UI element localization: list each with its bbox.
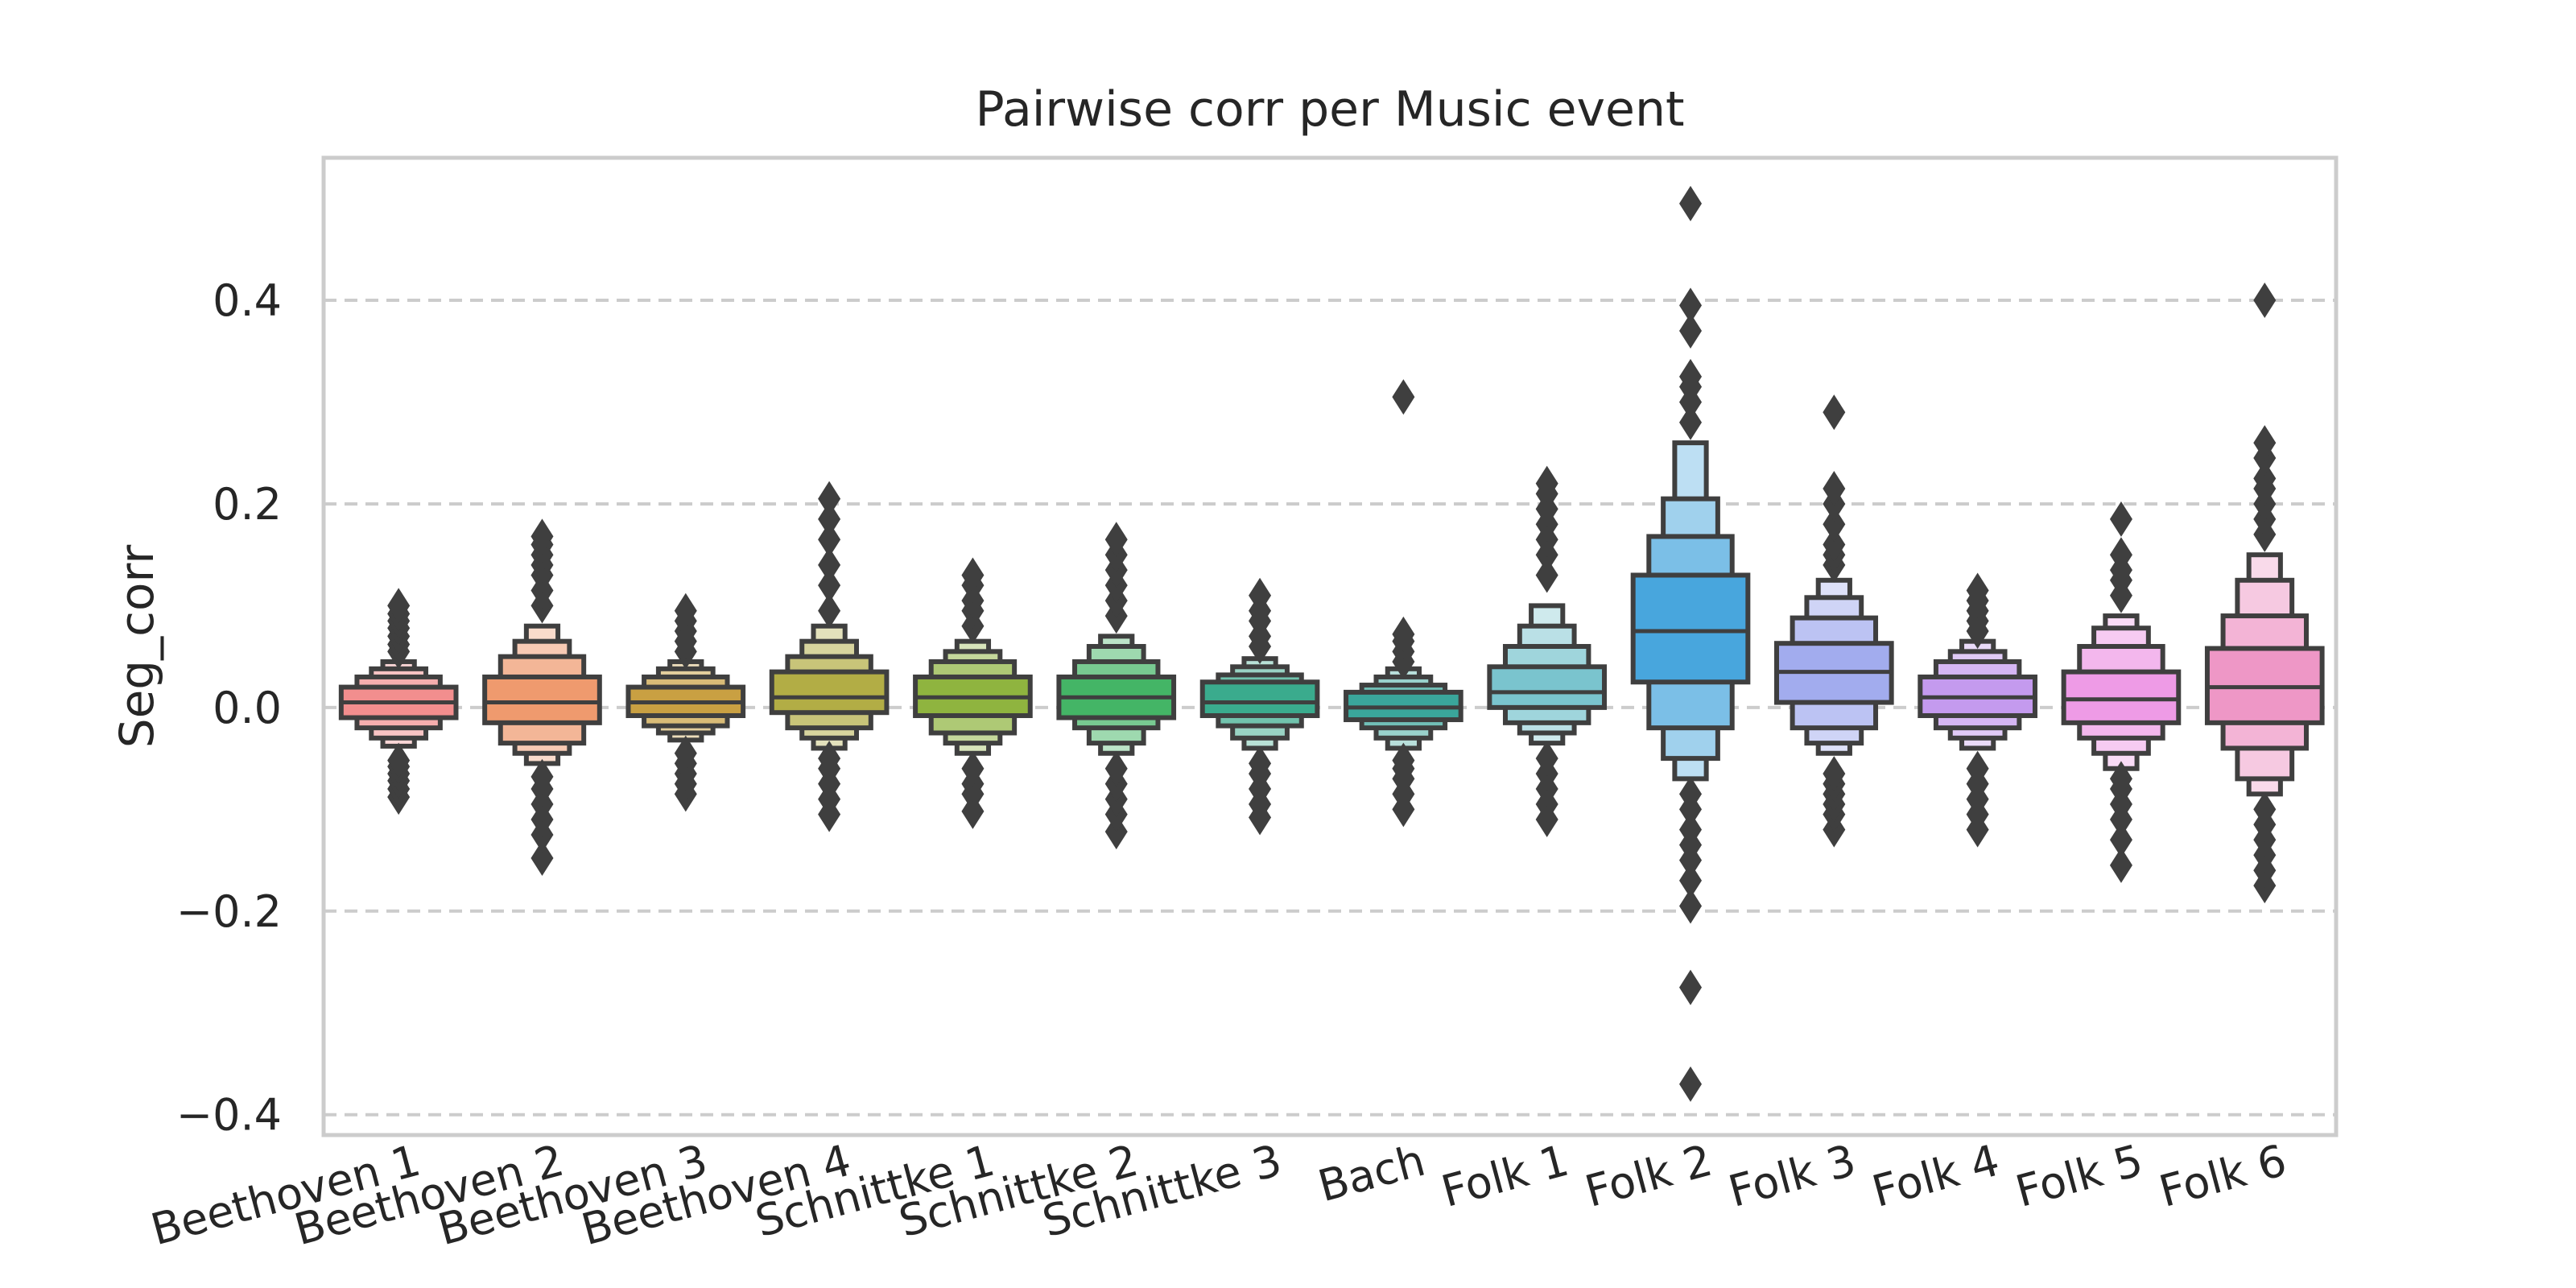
boxen-group	[1199, 577, 1320, 836]
outlier-point	[1392, 742, 1415, 778]
outlier-point	[818, 481, 841, 517]
boxen-group	[1773, 394, 1894, 848]
outlier-point	[530, 758, 554, 795]
x-tick-label: Folk 4	[1867, 1135, 2004, 1217]
x-tick-label: Folk 5	[2010, 1135, 2148, 1217]
boxen-group	[625, 592, 746, 812]
y-tick-labels: 0.4 0.2 0.0 −0.2 −0.4	[176, 275, 282, 1141]
outlier-point	[818, 568, 841, 604]
y-tick-label: 0.0	[213, 683, 282, 733]
outlier-point	[961, 557, 985, 593]
outlier-point	[2109, 537, 2132, 573]
outlier-point	[818, 592, 841, 629]
outlier-point	[387, 588, 411, 624]
boxen-group	[769, 481, 890, 832]
outlier-point	[1679, 888, 1703, 924]
outlier-point	[674, 592, 697, 629]
outlier-point	[961, 750, 985, 786]
outlier-point	[1535, 741, 1558, 777]
outlier-point	[2253, 283, 2277, 319]
outlier-point	[1823, 526, 1846, 563]
outlier-point	[1679, 969, 1703, 1005]
outlier-point	[1823, 506, 1846, 543]
outlier-point	[1249, 577, 1272, 613]
outlier-point	[818, 522, 841, 558]
outlier-point	[387, 742, 411, 778]
y-tick-label: −0.2	[176, 886, 282, 937]
x-tick-label: Folk 1	[1436, 1135, 1574, 1217]
outlier-point	[2253, 460, 2277, 497]
outlier-point	[1679, 358, 1703, 394]
x-tick-label: Folk 3	[1724, 1135, 1861, 1217]
outlier-point	[1966, 572, 1989, 609]
boxen-group	[1630, 185, 1751, 1102]
boxen-group	[2204, 283, 2325, 904]
boxen-group	[1487, 465, 1608, 837]
outlier-point	[818, 547, 841, 583]
boxen-box	[1199, 679, 1320, 718]
plot-frame	[321, 155, 2339, 1137]
outlier-point	[1823, 394, 1846, 431]
outlier-point	[2109, 847, 2132, 883]
outlier-point	[2253, 425, 2277, 461]
outlier-point	[1104, 522, 1128, 558]
outlier-point	[818, 501, 841, 537]
boxen-box	[1487, 664, 1608, 710]
boxen-group	[482, 518, 602, 877]
outlier-point	[1823, 756, 1846, 792]
outlier-point	[2109, 761, 2132, 797]
outlier-point	[1392, 379, 1415, 415]
outlier-point	[1679, 287, 1703, 324]
outlier-point	[1249, 745, 1272, 782]
outlier-point	[530, 840, 554, 877]
outlier-point	[1535, 465, 1558, 502]
chart-title: Pairwise corr per Music event	[975, 81, 1684, 138]
outlier-point	[674, 735, 697, 771]
boxen-box	[2061, 669, 2182, 725]
boxen-group	[913, 557, 1033, 829]
outlier-point	[2109, 501, 2132, 537]
outlier-point	[1679, 1066, 1703, 1102]
outlier-point	[1823, 470, 1846, 506]
boxen-box	[482, 674, 602, 725]
boxen-group	[1344, 379, 1463, 828]
outlier-point	[1104, 750, 1128, 786]
y-axis-label: Seg_corr	[109, 545, 164, 749]
outlier-point	[1392, 616, 1415, 652]
marks-layer	[338, 185, 2325, 1102]
outlier-point	[1679, 185, 1703, 221]
boxen-group	[2061, 501, 2182, 883]
boxen-group	[338, 588, 459, 815]
x-tick-label: Folk 6	[2154, 1135, 2292, 1217]
boxen-box	[1630, 572, 1751, 685]
y-tick-label: 0.4	[213, 275, 282, 326]
outlier-point	[1679, 776, 1703, 812]
outlier-point	[1679, 811, 1703, 848]
outlier-point	[1535, 557, 1558, 593]
outlier-point	[2253, 791, 2277, 828]
outlier-point	[1679, 312, 1703, 349]
x-tick-label: Folk 2	[1580, 1135, 1718, 1217]
boxen-group	[1056, 522, 1177, 850]
outlier-point	[1679, 862, 1703, 898]
boxen-group	[1918, 572, 2037, 848]
outlier-point	[1966, 750, 1989, 786]
y-tick-label: −0.4	[176, 1090, 282, 1141]
outlier-point	[530, 518, 554, 555]
x-tick-label: Bach	[1313, 1135, 1430, 1212]
boxen-box	[769, 669, 890, 716]
outlier-point	[818, 741, 841, 777]
y-tick-label: 0.2	[213, 479, 282, 530]
outlier-point	[2109, 822, 2132, 858]
outlier-point	[1679, 404, 1703, 440]
